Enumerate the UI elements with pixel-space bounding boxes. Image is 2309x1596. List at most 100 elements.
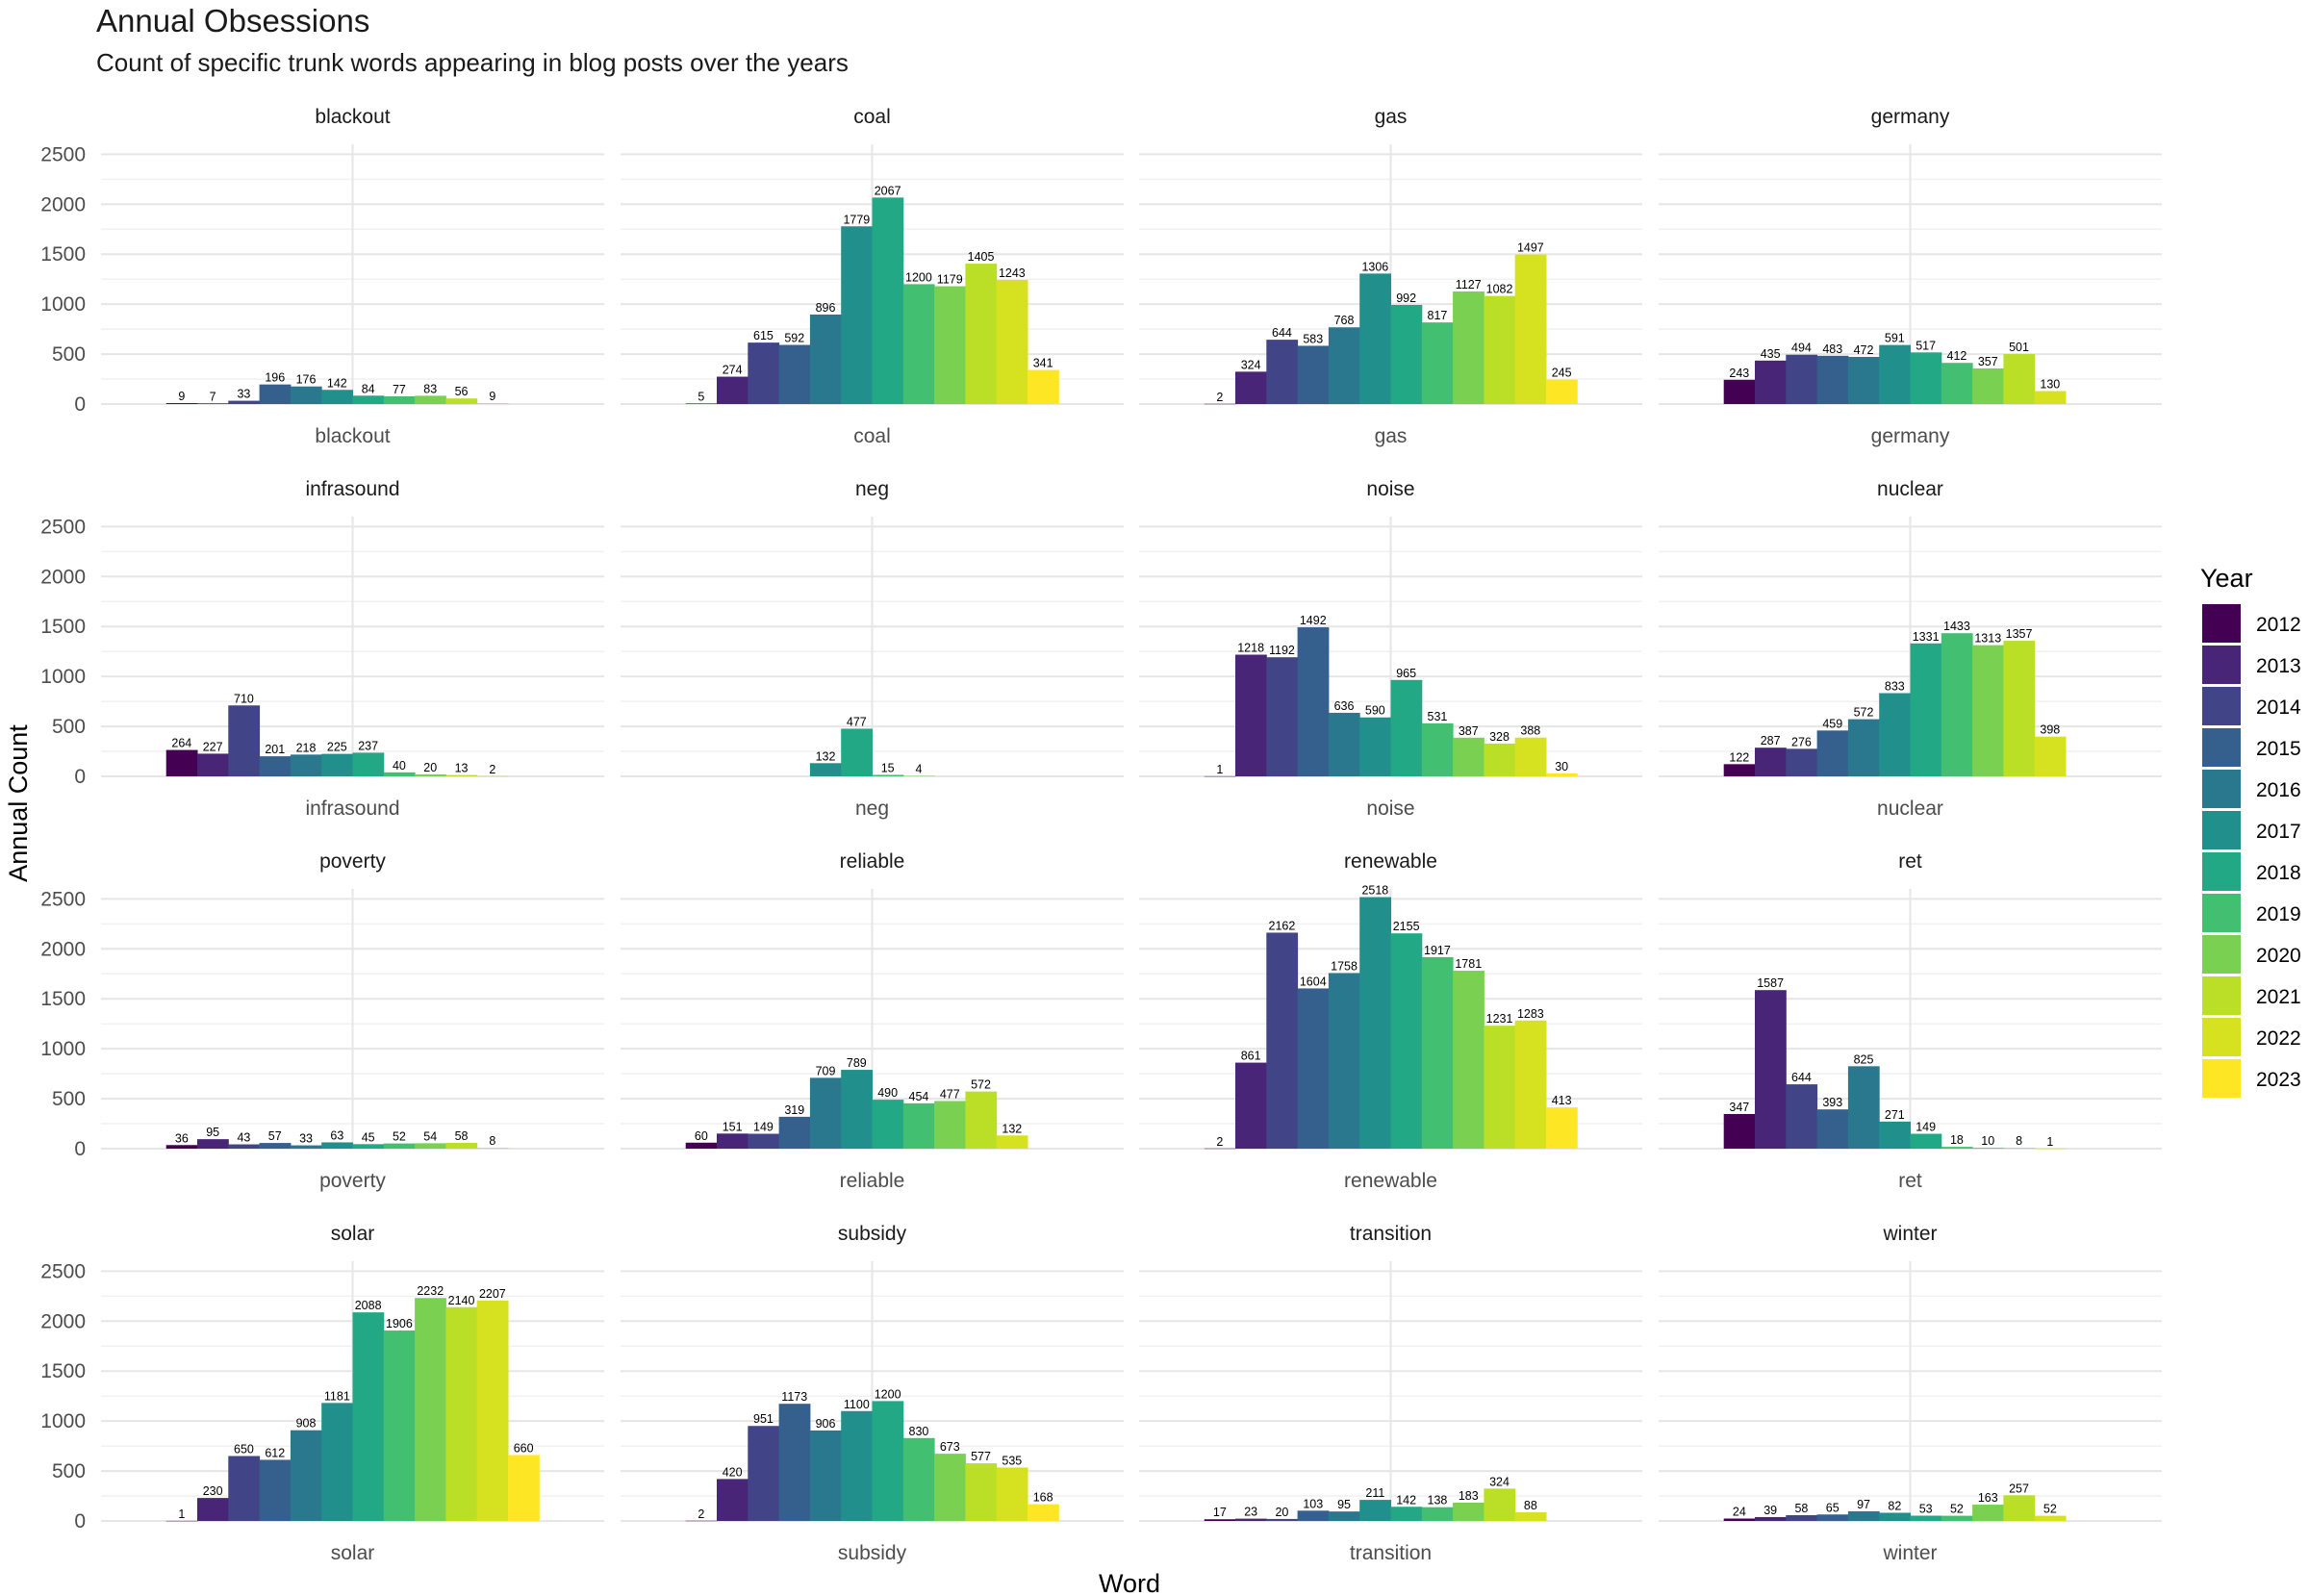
bar-value-label: 183	[1459, 1489, 1479, 1503]
bar-value-label: 163	[1978, 1491, 1998, 1505]
y-tick-label: 0	[74, 1138, 86, 1160]
bar-value-label: 1433	[1943, 620, 1970, 633]
bar-renewable-2018	[1390, 933, 1423, 1149]
bar-value-label: 1283	[1517, 1007, 1544, 1021]
bar-value-label: 2155	[1393, 920, 1420, 933]
bar-ret-2020	[1972, 1147, 2004, 1149]
bar-value-label: 33	[237, 388, 250, 401]
bar-ret-2021	[2003, 1148, 2036, 1149]
bar-value-label: 1306	[1361, 260, 1388, 273]
bar-value-label: 1173	[781, 1390, 807, 1404]
bar-value-label: 393	[1822, 1096, 1842, 1109]
bar-value-label: 709	[816, 1064, 836, 1077]
bar-value-label: 58	[1794, 1502, 1808, 1515]
bar-blackout-2014	[228, 400, 261, 404]
x-tick-label: nuclear	[1877, 798, 1943, 820]
y-tick-label: 0	[74, 393, 86, 416]
bar-transition-2022	[1514, 1511, 1547, 1521]
legend-item-2017: 2017	[2202, 811, 2301, 849]
bar-renewable-2014	[1266, 932, 1299, 1149]
bar-noise-2015	[1297, 627, 1330, 776]
x-tick-label: germany	[1871, 425, 1950, 447]
y-tick-label: 2000	[40, 193, 86, 215]
y-tick-label: 1500	[40, 243, 86, 266]
facet-label: nuclear	[1877, 478, 1943, 500]
bar-winter-2015	[1816, 1514, 1849, 1521]
bar-value-label: 387	[1459, 724, 1479, 738]
bar-poverty-2016	[290, 1145, 322, 1149]
bar-value-label: 2	[489, 763, 495, 776]
bar-ret-2018	[1910, 1133, 1942, 1149]
panel-grid	[1659, 1261, 2162, 1522]
panel-blackout: blackout blackout 0 500 1000 1500 2000 2500 9 7 33…	[40, 106, 604, 447]
y-tick-label: 1000	[40, 666, 86, 688]
bar-gas-2018	[1390, 304, 1423, 404]
bar-value-label: 65	[1826, 1501, 1840, 1514]
x-tick-label: gas	[1375, 425, 1408, 447]
bar-value-label: 168	[1033, 1491, 1053, 1505]
bar-value-label: 196	[265, 371, 285, 385]
bar-value-label: 592	[784, 332, 804, 345]
bar-value-label: 1587	[1757, 976, 1784, 990]
bar-value-label: 132	[1002, 1122, 1022, 1135]
bar-value-label: 227	[203, 740, 223, 753]
bar-value-label: 1405	[968, 250, 995, 264]
bar-value-label: 1	[1216, 763, 1223, 776]
facet-label: reliable	[840, 850, 905, 873]
bar-value-label: 142	[1396, 1493, 1416, 1507]
bar-value-label: 130	[2040, 378, 2060, 392]
bar-nuclear-2018	[1910, 643, 1942, 776]
legend: Year 2012 2013 2014 2015 2016 2017 2018 2019 202…	[2200, 564, 2301, 1098]
bar-reliable-2013	[717, 1133, 749, 1149]
bar-ret-2015	[1816, 1109, 1849, 1149]
bar-poverty-2018	[352, 1144, 385, 1149]
bar-value-label: 52	[2043, 1503, 2057, 1516]
bar-renewable-2015	[1297, 988, 1330, 1149]
facet-label: neg	[855, 478, 889, 500]
bar-reliable-2017	[841, 1070, 873, 1149]
panel-grid	[101, 144, 604, 405]
x-tick-label: blackout	[315, 425, 390, 447]
facet-label: gas	[1375, 106, 1408, 128]
legend-swatch	[2202, 894, 2241, 932]
legend-label: 2018	[2256, 862, 2301, 884]
bar-value-label: 324	[1489, 1475, 1510, 1488]
legend-swatch	[2202, 687, 2241, 725]
legend-item-2012: 2012	[2202, 604, 2301, 643]
bar-value-label: 36	[175, 1131, 189, 1145]
legend-title: Year	[2200, 564, 2253, 593]
bar-gas-2023	[1546, 379, 1578, 404]
bar-coal-2017	[841, 226, 873, 404]
y-tick-label: 2000	[40, 1310, 86, 1332]
bar-transition-2013	[1235, 1518, 1267, 1521]
bar-germany-2021	[2003, 353, 2036, 404]
bar-nuclear-2014	[1786, 748, 1818, 776]
bar-value-label: 412	[1947, 349, 1967, 363]
bar-value-label: 83	[423, 382, 437, 395]
bar-nuclear-2020	[1972, 645, 2004, 776]
bar-value-label: 176	[296, 373, 317, 387]
bar-value-label: 531	[1428, 710, 1448, 723]
bar-value-label: 1917	[1424, 944, 1451, 957]
bar-solar-2023	[508, 1455, 540, 1521]
panel-germany: germany germany 243 435 494 483 472 591 517 412 35…	[1659, 106, 2162, 447]
bar-germany-2022	[2034, 391, 2067, 404]
bar-noise-2021	[1484, 743, 1516, 776]
bar-winter-2022	[2034, 1515, 2067, 1521]
bar-infrasound-2018	[352, 752, 385, 776]
bar-nuclear-2019	[1941, 633, 1973, 776]
bar-renewable-2019	[1421, 956, 1454, 1149]
bar-germany-2014	[1786, 354, 1818, 404]
x-tick-label: solar	[331, 1542, 375, 1564]
bar-coal-2020	[934, 286, 966, 404]
bar-value-label: 52	[393, 1130, 406, 1144]
bar-coal-2018	[872, 197, 904, 404]
bar-value-label: 142	[327, 376, 347, 390]
bar-winter-2014	[1786, 1514, 1818, 1521]
bar-value-label: 10	[1981, 1134, 1994, 1148]
bar-value-label: 5	[698, 390, 704, 403]
facet-label: coal	[853, 106, 891, 128]
bar-reliable-2021	[965, 1091, 998, 1149]
bar-noise-2019	[1421, 722, 1454, 776]
